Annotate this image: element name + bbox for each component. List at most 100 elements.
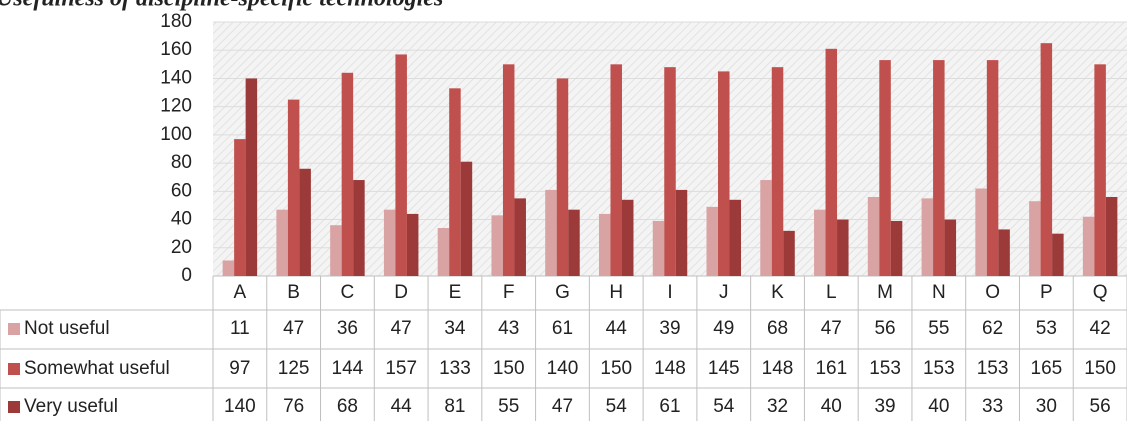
bar xyxy=(1105,196,1118,276)
x-tick-label: F xyxy=(503,282,515,303)
bar xyxy=(383,209,396,276)
y-tick-label: 160 xyxy=(160,39,192,60)
table-value: 161 xyxy=(815,358,847,379)
bar xyxy=(675,189,688,276)
table-value: 47 xyxy=(391,318,412,339)
x-tick-label: P xyxy=(1040,282,1053,303)
bar xyxy=(610,64,622,276)
bar xyxy=(921,198,934,276)
x-tick-label: E xyxy=(449,282,462,303)
bar xyxy=(556,78,569,276)
x-tick-label: Q xyxy=(1093,282,1108,303)
table-value: 68 xyxy=(337,396,358,417)
y-tick-label: 120 xyxy=(160,96,192,117)
table-value: 43 xyxy=(498,318,519,339)
table-value: 44 xyxy=(391,396,413,417)
bar xyxy=(718,71,730,276)
table-value: 97 xyxy=(229,358,250,379)
table-value: 56 xyxy=(874,318,895,339)
bar xyxy=(341,72,354,276)
table-value: 133 xyxy=(439,358,471,379)
table-value: 62 xyxy=(982,318,1003,339)
table-value: 150 xyxy=(600,358,632,379)
bar xyxy=(1040,43,1053,276)
x-tick-label: A xyxy=(234,282,247,303)
table-value: 150 xyxy=(1084,358,1116,379)
bar xyxy=(729,199,742,276)
bar xyxy=(1082,216,1095,276)
table-value: 150 xyxy=(493,358,525,379)
bar xyxy=(287,99,300,276)
bar xyxy=(299,168,311,276)
table-value: 55 xyxy=(498,396,519,417)
table-value: 165 xyxy=(1031,358,1063,379)
table-value: 76 xyxy=(283,396,304,417)
x-tick-label: B xyxy=(287,282,300,303)
bar xyxy=(825,48,838,276)
x-tick-label: M xyxy=(877,282,893,303)
bar xyxy=(276,209,288,276)
bar xyxy=(664,67,676,277)
table-value: 42 xyxy=(1090,318,1111,339)
x-tick-label: D xyxy=(394,282,408,303)
table-value: 145 xyxy=(708,358,740,379)
bar xyxy=(545,189,557,276)
bar xyxy=(406,213,419,276)
bar xyxy=(437,228,450,276)
bar xyxy=(706,206,719,276)
bar xyxy=(330,225,342,276)
table-value: 11 xyxy=(230,318,250,339)
bar xyxy=(771,67,784,277)
x-tick-label: G xyxy=(555,282,570,303)
y-tick-label: 180 xyxy=(160,11,192,32)
y-tick-label: 0 xyxy=(181,265,192,286)
table-value: 47 xyxy=(821,318,842,339)
bar xyxy=(998,229,1010,276)
table-value: 157 xyxy=(385,358,417,379)
bar xyxy=(222,260,235,276)
x-tick-label: K xyxy=(771,282,784,303)
bar xyxy=(598,213,611,276)
table-value: 140 xyxy=(224,396,256,417)
table-value: 55 xyxy=(928,318,949,339)
legend-swatch xyxy=(8,323,20,335)
table-value: 68 xyxy=(767,318,788,339)
bar xyxy=(502,64,515,276)
bar xyxy=(783,230,795,276)
legend-label: Somewhat useful xyxy=(24,358,170,379)
bar xyxy=(1052,233,1064,276)
x-tick-label: O xyxy=(985,282,1000,303)
table-value: 44 xyxy=(606,318,628,339)
bar xyxy=(449,88,461,276)
y-tick-label: 140 xyxy=(160,67,192,88)
bar xyxy=(975,188,987,276)
table-value: 148 xyxy=(654,358,686,379)
table-value: 153 xyxy=(869,358,901,379)
table-value: 61 xyxy=(552,318,573,339)
table-value: 125 xyxy=(278,358,310,379)
table-value: 33 xyxy=(982,396,1003,417)
bar xyxy=(944,219,957,276)
table-value: 47 xyxy=(283,318,304,339)
bar xyxy=(652,220,665,276)
legend-swatch xyxy=(8,363,20,375)
bar xyxy=(491,215,503,276)
bar xyxy=(568,209,580,276)
bar xyxy=(353,180,365,276)
table-value: 34 xyxy=(444,318,466,339)
bar xyxy=(1029,201,1041,276)
y-tick-label: 100 xyxy=(160,124,192,145)
x-tick-label: L xyxy=(826,282,837,303)
x-tick-label: C xyxy=(341,282,355,303)
bar xyxy=(245,78,258,276)
x-tick-label: N xyxy=(932,282,946,303)
bar xyxy=(1094,64,1106,276)
table-value: 144 xyxy=(332,358,364,379)
y-tick-label: 20 xyxy=(171,237,192,258)
table-value: 54 xyxy=(713,396,735,417)
table-value: 148 xyxy=(762,358,794,379)
bar xyxy=(460,161,473,276)
legend-label: Very useful xyxy=(24,396,118,417)
x-tick-label: I xyxy=(667,282,672,303)
